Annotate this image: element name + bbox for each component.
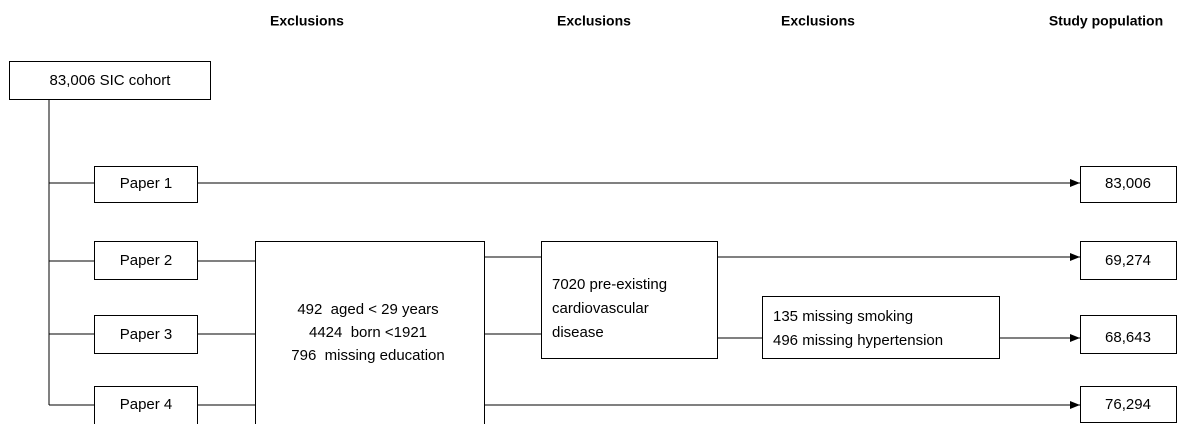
exclusion-line: 7020 pre-existing — [552, 276, 667, 293]
population-box — [1080, 166, 1177, 203]
paper-box — [94, 166, 198, 203]
paper-box — [94, 315, 198, 354]
exclusion-line: 496 missing hypertension — [773, 332, 943, 349]
exclusion-line: 4424 born <1921 — [309, 324, 427, 341]
population-label: 68,643 — [1105, 329, 1151, 346]
header: Exclusions — [557, 13, 631, 29]
exclusion-box — [762, 296, 1000, 359]
cohort-box — [9, 61, 211, 100]
population-box — [1080, 315, 1177, 354]
exclusion-line: cardiovascular — [552, 300, 649, 317]
exclusion-box — [541, 241, 718, 359]
cohort-label: 83,006 SIC cohort — [50, 72, 172, 89]
population-label: 76,294 — [1105, 396, 1151, 413]
population-box — [1080, 241, 1177, 280]
paper-box — [94, 241, 198, 280]
exclusion-box — [255, 241, 485, 424]
population-box — [1080, 386, 1177, 423]
population-label: 69,274 — [1105, 252, 1151, 269]
exclusion-line: 492 aged < 29 years — [297, 301, 438, 318]
connectors — [48, 99, 1080, 409]
paper-box — [94, 386, 198, 424]
paper-label: Paper 1 — [120, 175, 173, 192]
paper-label: Paper 4 — [120, 396, 173, 413]
exclusion-line: disease — [552, 324, 604, 341]
paper-label: Paper 3 — [120, 326, 173, 343]
population-label: 83,006 — [1105, 175, 1151, 192]
header: Study population — [1049, 13, 1163, 29]
exclusion-line: 796 missing education — [291, 347, 444, 364]
exclusion-line: 135 missing smoking — [773, 308, 913, 325]
header: Exclusions — [270, 13, 344, 29]
header: Exclusions — [781, 13, 855, 29]
paper-label: Paper 2 — [120, 252, 173, 269]
